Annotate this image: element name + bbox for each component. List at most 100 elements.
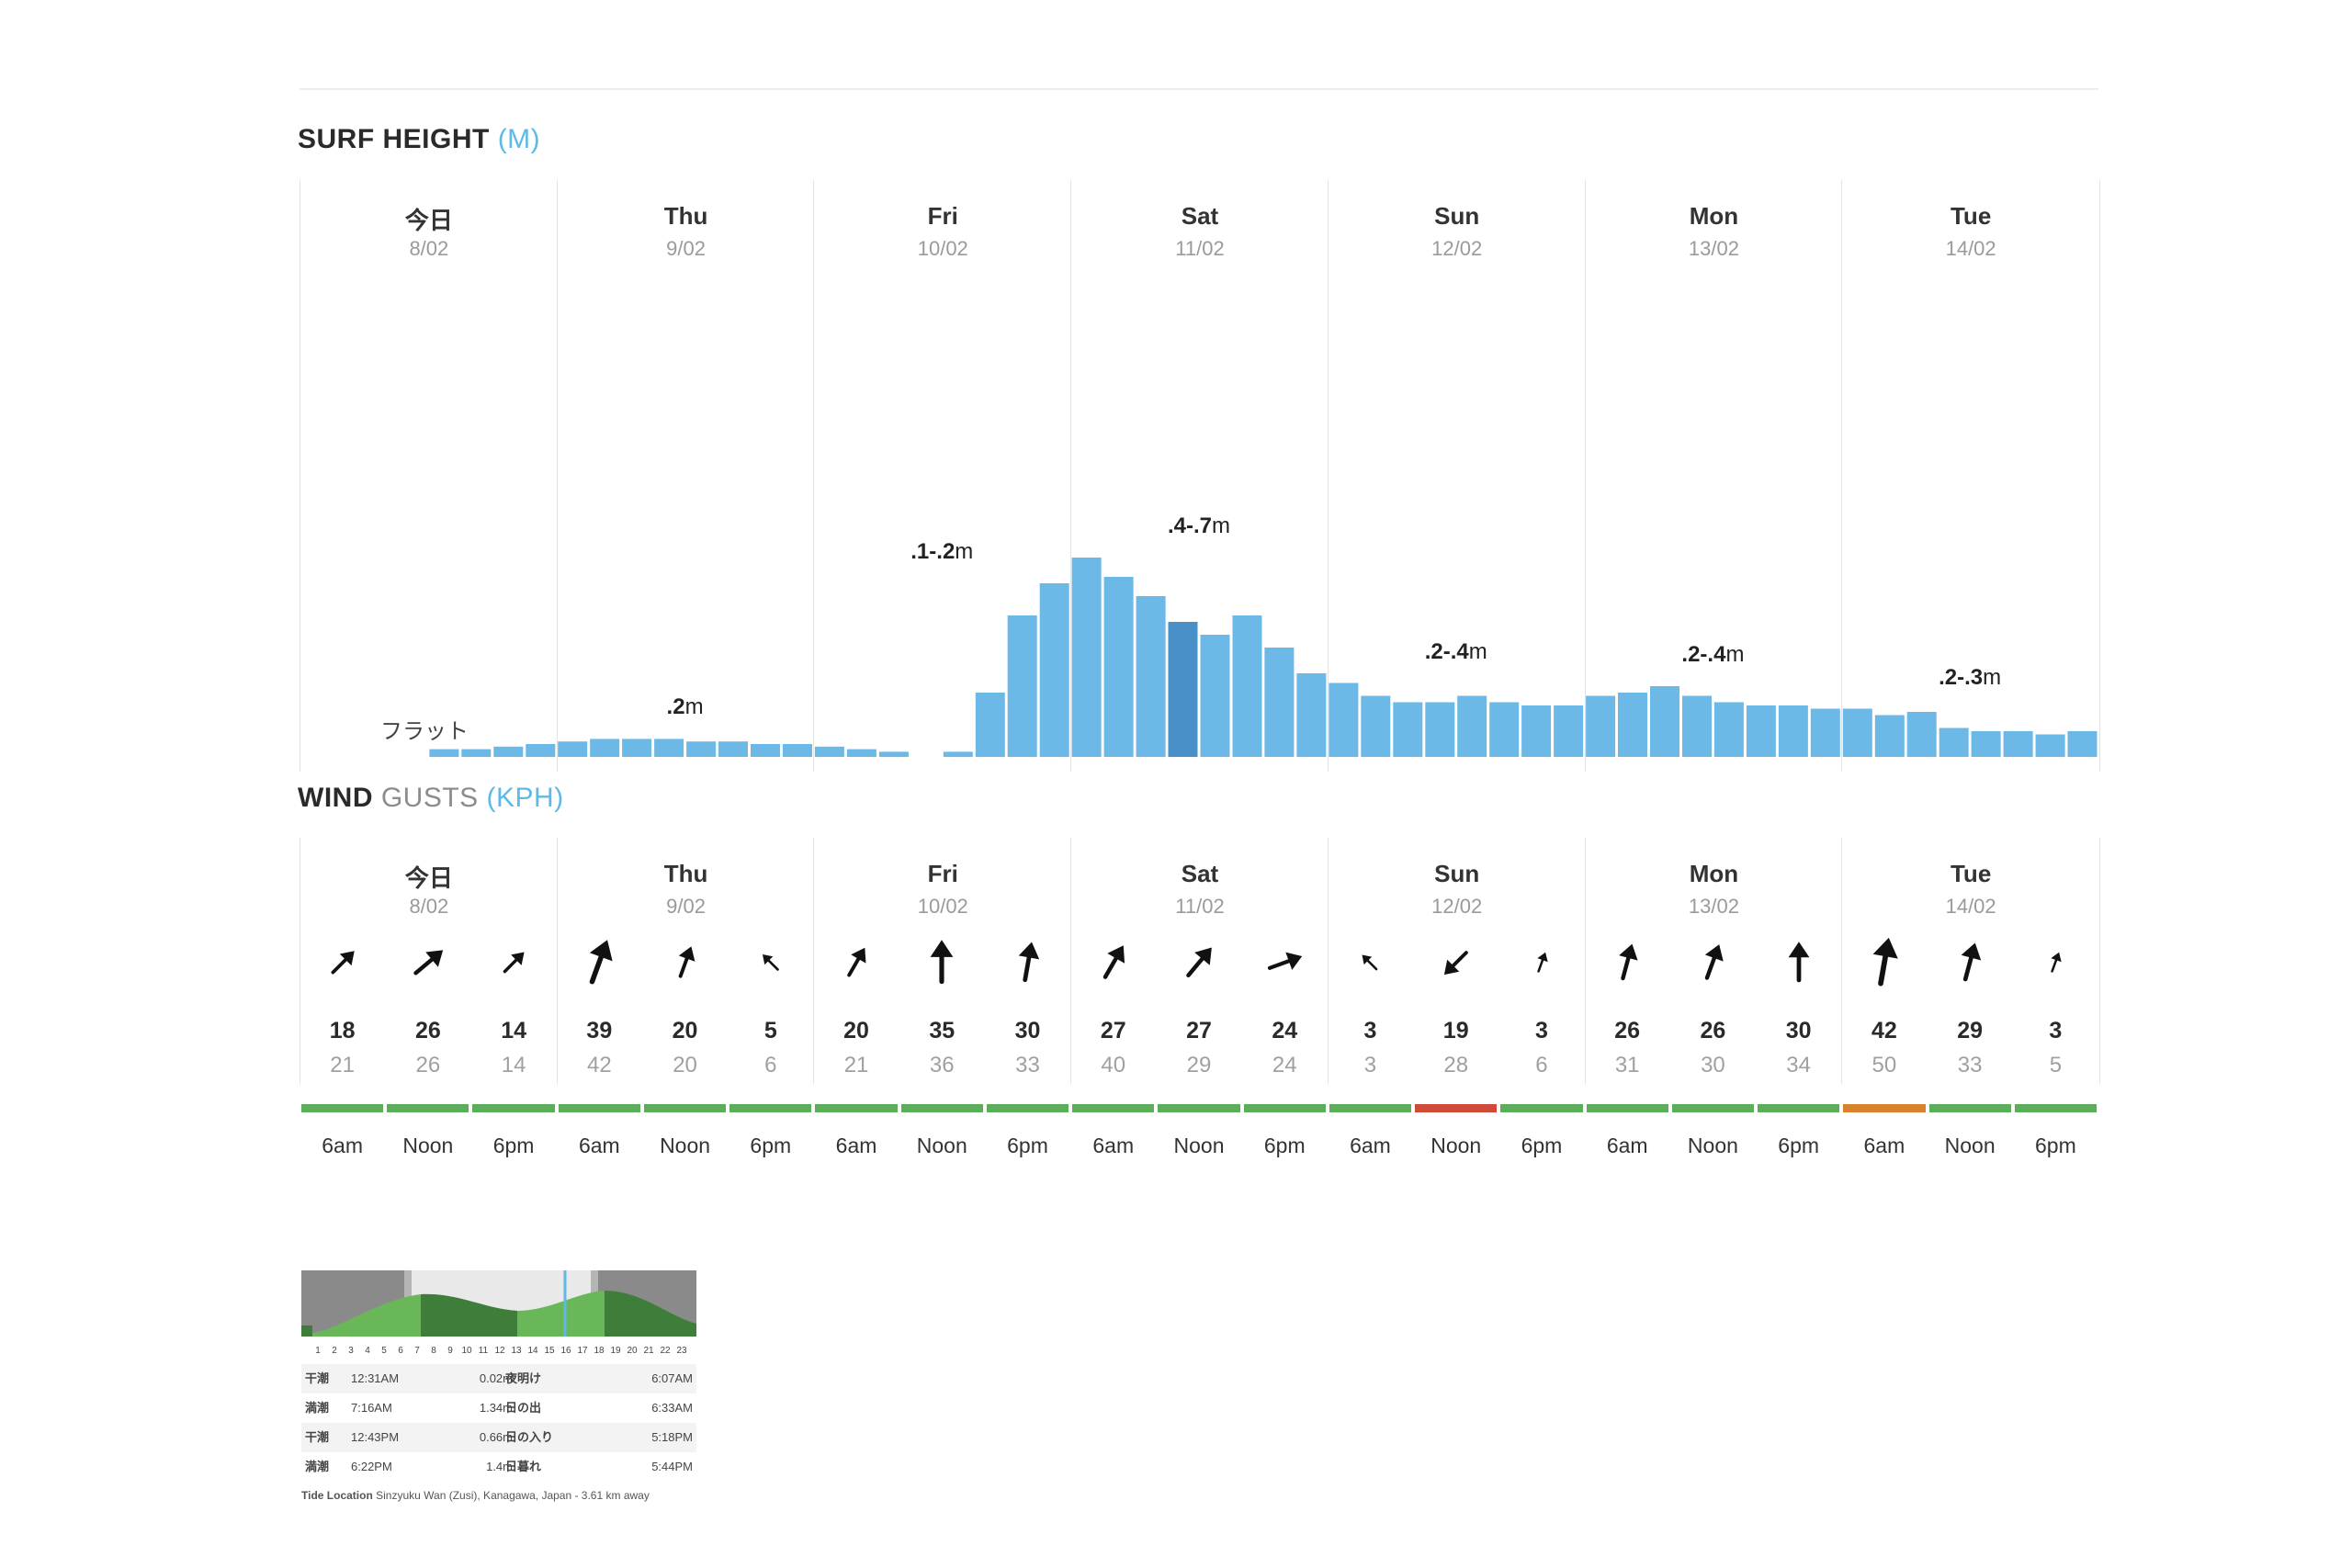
tide-hour-label: 1 (315, 1346, 321, 1356)
wind-speed-value: 24 (1272, 1018, 1298, 1043)
wind-time-label: 6am (1606, 1134, 1648, 1157)
wind-day-name: Fri (927, 860, 958, 887)
wind-time-label: 6am (578, 1134, 620, 1157)
tide-curve-dark-2 (605, 1291, 696, 1337)
tide-hour-label: 8 (431, 1346, 436, 1356)
wind-title-unit: (KPH) (486, 783, 564, 813)
surf-day-date: 8/02 (409, 237, 449, 260)
wind-rating-bar (1072, 1104, 1155, 1112)
wind-direction-arrow-icon (1257, 935, 1312, 990)
surf-bar (1746, 705, 1776, 757)
surf-bar (1007, 615, 1037, 757)
surf-bar (1810, 708, 1840, 757)
wind-time-label: 6am (835, 1134, 877, 1157)
surf-day-name: Fri (927, 202, 958, 230)
surf-range-value: .2-.4 (1424, 638, 1469, 664)
surf-day-date: 12/02 (1431, 237, 1483, 260)
wind-gust-value: 36 (929, 1053, 955, 1077)
tide-hour-label: 15 (544, 1346, 555, 1356)
wind-gust-value: 40 (1101, 1053, 1126, 1077)
top-divider (300, 88, 2098, 90)
surf-range-value: .4-.7 (1167, 513, 1213, 538)
surf-day-column: Thu 9/02 (556, 180, 815, 772)
surf-bar (2067, 731, 2098, 757)
tide-height: 0.66m (479, 1430, 513, 1444)
tide-hour-label: 3 (348, 1346, 354, 1356)
wind-rating-bar (643, 1104, 727, 1112)
wind-speed-value: 20 (843, 1018, 869, 1043)
wind-speed-value: 35 (929, 1018, 956, 1043)
surf-bar (1264, 648, 1295, 757)
sun-event-name: 夜明け (505, 1371, 542, 1385)
surf-range-label: .1-.2m (910, 539, 973, 565)
surf-bar (654, 739, 684, 757)
tide-curve-dark-1 (421, 1293, 517, 1337)
surf-bar (1489, 702, 1520, 757)
surf-bar (1393, 702, 1423, 757)
tide-hour-label: 2 (332, 1346, 337, 1356)
surf-title-unit: (M) (497, 124, 541, 154)
wind-gust-value: 24 (1272, 1053, 1297, 1077)
wind-rating-bar (1586, 1104, 1668, 1112)
sun-event-name: 日暮れ (505, 1460, 542, 1473)
surf-bar (558, 741, 588, 757)
wind-rating-bar (472, 1104, 555, 1112)
wind-rating-bar (1243, 1104, 1326, 1112)
surf-bar (1071, 558, 1102, 757)
wind-rating-bar (1329, 1104, 1412, 1112)
surf-bar (461, 749, 492, 757)
surf-day-column: Tue 14/02 (1841, 180, 2100, 772)
wind-day-column: Sun 12/02 (1327, 838, 1586, 1084)
surf-bars (429, 558, 2098, 757)
wind-day-column: Thu 9/02 (556, 838, 815, 1084)
wind-gust-value: 14 (501, 1053, 526, 1077)
wind-rating-bar (2014, 1104, 2097, 1112)
wind-time-label: 6pm (492, 1134, 535, 1157)
surf-bar (1039, 583, 1069, 757)
surf-bar (1425, 702, 1455, 757)
wind-gust-value: 33 (1015, 1053, 1040, 1077)
surf-bar (718, 741, 748, 757)
surf-bar (751, 744, 780, 757)
sun-event-time: 5:44PM (651, 1460, 693, 1473)
surf-day-date: 14/02 (1945, 237, 1996, 260)
wind-day-date: 9/02 (666, 895, 706, 918)
wind-day-name: 今日 (404, 864, 453, 892)
wind-speed-value: 20 (672, 1018, 698, 1043)
wind-gust-value: 20 (673, 1053, 697, 1077)
wind-time-label: Noon (1944, 1134, 1996, 1157)
surf-day-name: Mon (1689, 202, 1739, 230)
wind-direction-arrow-icon (571, 935, 627, 990)
wind-rating-bar (558, 1104, 640, 1112)
tide-hour-axis: 1 2 3 4 5 6 7 8 9 10 11 12 13 14 15 16 17 18 19 20 21 22 23 (301, 1346, 696, 1360)
surf-bar (1650, 686, 1679, 757)
wind-speed-value: 39 (586, 1018, 613, 1043)
sun-event-time: 6:07AM (651, 1371, 693, 1385)
surf-bar (1329, 682, 1359, 757)
surf-range-value: .2-.3 (1939, 664, 1984, 690)
wind-direction-arrow-icon (1600, 935, 1655, 990)
wind-rating-bar (387, 1104, 469, 1112)
wind-day-column: Fri 10/02 (813, 838, 1071, 1084)
wind-day-column: 今日 8/02 (300, 838, 558, 1084)
surf-bar (1874, 715, 1905, 757)
wind-gust-value: 50 (1871, 1053, 1897, 1077)
wind-speed-value: 5 (763, 1018, 777, 1043)
surf-bar (1586, 695, 1616, 757)
tide-time: 12:31AM (351, 1371, 400, 1385)
tide-curve-dark-0 (301, 1325, 312, 1337)
wind-time-label: 6am (1863, 1134, 1905, 1157)
tide-hour-label: 21 (643, 1346, 654, 1356)
wind-direction-arrow-icon (2028, 935, 2083, 990)
surf-range-unit: m (684, 694, 704, 719)
surf-day-column: Sat 11/02 (1070, 180, 1329, 772)
wind-rating-bar (1415, 1104, 1498, 1112)
wind-direction-arrow-icon (1857, 935, 1912, 990)
wind-speed-value: 30 (1785, 1018, 1812, 1043)
wind-rating-bar (301, 1104, 384, 1112)
surf-bar (943, 751, 973, 757)
surf-range-label: .4-.7m (1168, 513, 1230, 539)
wind-time-label: Noon (660, 1134, 711, 1157)
tide-hour-label: 16 (560, 1346, 571, 1356)
wind-time-label: 6am (1092, 1134, 1135, 1157)
